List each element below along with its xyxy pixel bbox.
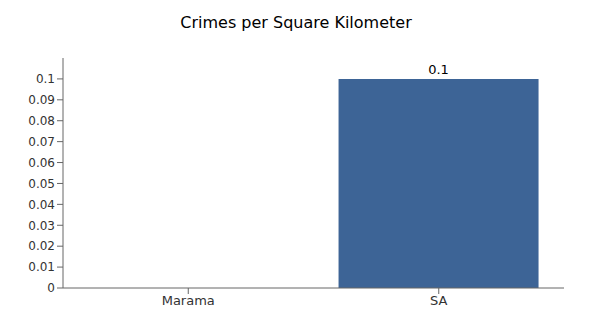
svg-text:0.02: 0.02 <box>28 239 55 253</box>
svg-text:0.08: 0.08 <box>28 114 55 128</box>
svg-text:Marama: Marama <box>162 293 215 308</box>
svg-text:0.09: 0.09 <box>28 93 55 107</box>
svg-text:SA: SA <box>430 293 447 308</box>
svg-text:0.1: 0.1 <box>428 62 449 77</box>
svg-text:0.1: 0.1 <box>36 72 55 86</box>
html-text:Crimes per Square Kilometer: Crimes per Square Kilometer <box>180 13 412 32</box>
svg-text:0.05: 0.05 <box>28 177 55 191</box>
svg-text:0.04: 0.04 <box>28 198 55 212</box>
svg-text:0: 0 <box>47 281 55 295</box>
svg-text:0.03: 0.03 <box>28 219 55 233</box>
svg-text:0.01: 0.01 <box>28 260 55 274</box>
svg-text:0.07: 0.07 <box>28 135 55 149</box>
svg-text:0.06: 0.06 <box>28 156 55 170</box>
